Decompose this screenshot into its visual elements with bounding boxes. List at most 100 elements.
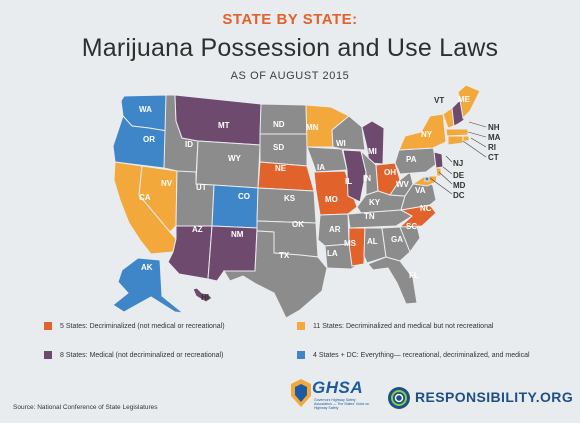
state-ms[interactable] [348,227,366,267]
state-label-me: ME [458,95,471,104]
md-leader-line [438,171,453,185]
state-label-ms: MS [344,239,357,248]
legend-label-both: 11 States: Decriminalized and medical bu… [313,322,494,330]
source-note: Source: National Conference of State Leg… [13,404,158,411]
state-label-nh: NH [488,123,500,132]
state-label-co: CO [238,192,250,201]
state-label-va: VA [415,186,426,195]
legend-item-decriminalized: 5 States: Decriminalized (not medical or… [44,322,225,330]
state-label-tn: TN [364,212,375,221]
state-fl[interactable] [367,256,418,305]
state-de[interactable] [435,167,442,177]
state-label-nv: NV [161,179,173,188]
state-label-mi: MI [368,147,377,156]
legend-label-medical: 8 States: Medical (not decriminalized or… [60,351,224,359]
de-leader-line [442,166,453,175]
state-label-sc: SC [406,222,417,231]
ghsa-tagline: Governors Highway Safety Association — T… [314,398,370,410]
state-label-md: MD [453,181,466,190]
state-ny[interactable] [398,113,447,151]
ghsa-emblem-icon [291,379,311,407]
state-label-ky: KY [369,198,381,207]
state-label-ak: AK [141,263,153,272]
state-label-nd: ND [273,120,285,129]
state-nd[interactable] [259,103,308,135]
ri-leader-line [470,137,487,148]
legend-item-medical: 8 States: Medical (not decriminalized or… [44,351,223,359]
state-label-in: IN [363,174,371,183]
responsibility-wordmark[interactable]: RESPONSIBILITY.ORG [415,389,574,405]
state-label-al: AL [367,237,378,246]
state-wi[interactable] [331,115,366,151]
state-co[interactable] [211,184,259,229]
state-label-ca: CA [139,193,151,202]
state-label-wi: WI [336,139,346,148]
dc-leader-line [429,177,453,195]
state-label-tx: TX [279,251,290,260]
state-label-wa: WA [139,105,152,114]
state-label-or: OR [143,135,155,144]
state-label-wy: WY [228,154,242,163]
state-al[interactable] [363,227,387,264]
state-label-il: IL [345,177,352,186]
state-label-ga: GA [391,235,403,244]
ct-leader-line [462,140,487,158]
state-ia[interactable] [306,146,348,173]
legend-swatch-medical [44,351,52,359]
state-label-nc: NC [420,204,432,213]
state-label-ri: RI [488,143,496,152]
state-label-oh: OH [384,168,396,177]
state-label-ia: IA [317,163,325,172]
state-mt[interactable] [174,94,262,146]
state-label-dc: DC [453,191,465,200]
ghsa-logo[interactable]: GHSA Governors Highway Safety Associatio… [290,376,378,410]
state-label-wv: WV [396,180,410,189]
map-kicker: STATE BY STATE: [222,11,358,28]
map-title: Marijuana Possession and Use Laws [81,34,499,62]
state-ak[interactable] [112,257,185,314]
state-label-ok: OK [292,220,304,229]
state-ma[interactable] [445,128,469,137]
legend-item-full: 4 States + DC: Everything— recreational,… [297,351,530,359]
state-label-ar: AR [329,225,341,234]
state-az[interactable] [167,225,213,280]
legend-label-full: 4 States + DC: Everything— recreational,… [313,351,530,359]
state-label-hi: HI [201,293,209,302]
state-label-ct: CT [488,153,499,162]
state-label-ut: UT [196,183,207,192]
legend-item-both: 11 States: Decriminalized and medical bu… [297,322,493,330]
responsibility-logo-icon[interactable] [388,387,410,409]
state-tx[interactable] [223,230,328,319]
state-label-fl: FL [409,271,419,280]
state-label-ne: NE [275,164,287,173]
state-label-mt: MT [218,121,230,130]
state-ri[interactable] [462,135,470,142]
state-label-de: DE [453,171,465,180]
state-label-pa: PA [406,155,417,164]
state-hi[interactable] [192,287,213,303]
state-label-ny: NY [421,130,433,139]
state-nj[interactable] [433,151,444,169]
ma-leader-line [467,131,487,138]
legend-label-decriminalized: 5 States: Decriminalized (not medical or… [60,322,225,330]
state-label-id: ID [185,140,193,149]
state-wy[interactable] [195,140,261,189]
legend-swatch-full [297,351,305,359]
state-me[interactable] [457,84,481,120]
state-label-mo: MO [325,195,338,204]
state-label-la: LA [327,249,338,258]
state-wv[interactable] [389,171,414,197]
state-label-nj: NJ [453,159,463,168]
nj-leader-line [445,155,453,163]
state-label-ks: KS [284,194,296,203]
state-label-vt: VT [434,96,444,105]
state-dc[interactable] [424,176,430,182]
ghsa-wordmark: GHSA [312,378,364,397]
state-ct[interactable] [447,135,464,146]
state-label-az: AZ [192,225,203,234]
state-label-ma: MA [488,133,501,142]
nh-leader-line [468,121,487,128]
state-label-nm: NM [231,230,244,239]
state-label-mn: MN [306,123,319,132]
